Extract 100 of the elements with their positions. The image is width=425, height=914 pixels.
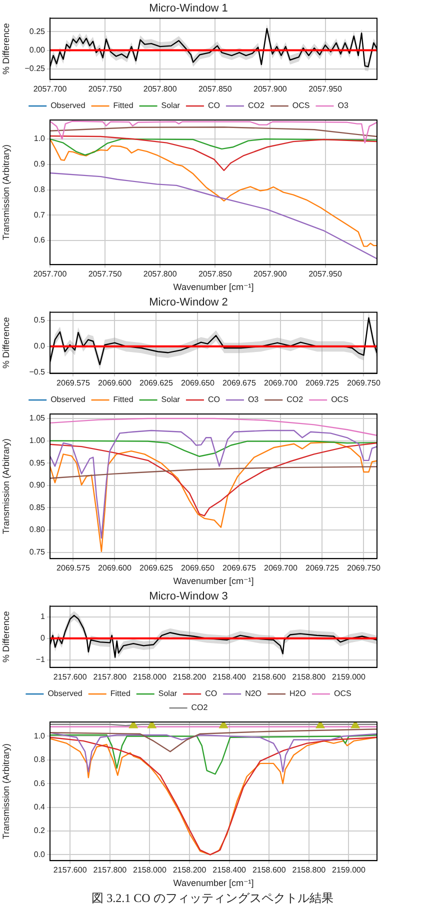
y-tick-label: 0.0	[34, 850, 46, 859]
x-axis-title: Wavenumber [cm⁻¹]	[173, 282, 254, 292]
chart-title: Micro-Window 2	[149, 296, 228, 309]
y-tick-label: 0.00	[29, 45, 46, 54]
x-tick-label: 2069.600	[98, 378, 132, 388]
y-tick-label: 1.05	[29, 414, 46, 423]
y-tick-label: 0.85	[29, 502, 46, 512]
x-tick-label: 2057.950	[308, 84, 342, 94]
legend-label: O3	[248, 395, 260, 404]
x-tick-label: 2069.575	[56, 378, 90, 388]
caption: 図 3.2.1 CO のフィッティングスペクトル結果	[90, 890, 334, 906]
x-tick-label: 2069.600	[98, 564, 132, 573]
x-tick-label: 2157.600	[53, 672, 88, 682]
x-tick-label: 2157.800	[93, 866, 128, 875]
legend-label: Fitted	[113, 101, 134, 110]
legend-label: CO	[208, 395, 220, 404]
y-tick-label: 0.9	[34, 160, 46, 169]
x-tick-label: 2158.400	[212, 672, 247, 682]
y-axis-title: Transmission (Arbitrary)	[0, 743, 11, 840]
y-tick-label: 0.0	[34, 342, 46, 351]
y-tick-label: 0.95	[29, 458, 46, 468]
y-tick-label: −1	[36, 655, 46, 664]
chart-title: Micro-Window 3	[149, 590, 228, 603]
chart-title: Micro-Window 1	[149, 2, 228, 15]
legend-label: Solar	[161, 395, 180, 404]
y-tick-label: 0.8	[34, 755, 46, 764]
y-tick-label: 1	[40, 612, 46, 622]
x-tick-label: 2057.700	[33, 84, 68, 94]
x-tick-label: 2069.675	[222, 564, 256, 573]
y-tick-label: 0.90	[29, 480, 46, 490]
x-tick-label: 2057.900	[254, 270, 288, 279]
x-tick-label: 2069.650	[181, 564, 215, 573]
legend-label: O3	[338, 101, 349, 110]
x-tick-label: 2057.800	[143, 270, 178, 279]
legend-label: Solar	[158, 689, 178, 698]
y-axis-title: % Difference	[0, 23, 11, 74]
y-tick-label: −0.5	[29, 368, 46, 377]
x-tick-label: 2069.625	[140, 378, 174, 388]
y-tick-label: 1.00	[29, 436, 46, 445]
x-tick-label: 2057.950	[308, 270, 342, 279]
x-axis-title: Wavenumber [cm⁻¹]	[173, 576, 254, 586]
x-tick-label: 2158.600	[252, 672, 286, 682]
x-tick-label: 2158.000	[133, 866, 167, 875]
x-tick-label: 2159.000	[332, 866, 366, 875]
y-axis-title: Transmission (Arbitrary)	[0, 144, 11, 240]
x-tick-label: 2069.650	[181, 378, 215, 388]
x-tick-label: 2158.800	[292, 672, 326, 682]
y-tick-label: 0.5	[34, 316, 46, 325]
x-tick-label: 2069.725	[306, 378, 340, 388]
legend-label: CO2	[248, 101, 265, 110]
x-tick-label: 2158.000	[133, 672, 167, 682]
legend-label: OCS	[331, 395, 348, 404]
legend-label: CO2	[191, 703, 208, 712]
x-tick-label: 2057.750	[88, 270, 122, 279]
y-tick-label: −0.25	[24, 64, 46, 74]
x-tick-label: 2157.800	[93, 672, 128, 682]
x-tick-label: 2157.600	[53, 866, 88, 875]
x-tick-label: 2069.700	[264, 378, 298, 388]
y-tick-label: 0.8	[34, 184, 46, 194]
legend-label: CO	[208, 101, 220, 110]
y-tick-label: 0.7	[34, 210, 46, 220]
x-tick-label: 2158.200	[172, 672, 207, 682]
legend-label: Observed	[48, 689, 82, 698]
x-tick-label: 2069.675	[222, 378, 256, 388]
y-tick-label: 1.0	[34, 731, 46, 740]
x-tick-label: 2069.575	[56, 564, 90, 573]
x-tick-label: 2057.850	[198, 84, 232, 94]
y-axis-title: % Difference	[0, 611, 11, 662]
x-tick-label: 2158.600	[252, 866, 286, 875]
x-tick-label: 2069.725	[306, 564, 340, 573]
x-tick-label: 2057.700	[33, 270, 68, 279]
legend-label: Fitted	[110, 689, 130, 698]
legend-label: Fitted	[113, 395, 134, 404]
x-tick-label: 2069.625	[140, 564, 174, 573]
x-tick-label: 2158.400	[212, 866, 247, 875]
y-tick-label: 0	[40, 634, 46, 643]
y-tick-label: 0.4	[34, 802, 46, 812]
x-tick-label: 2057.800	[143, 84, 178, 94]
x-tick-label: 2069.700	[264, 564, 298, 573]
y-tick-label: 0.80	[29, 525, 46, 534]
y-tick-label: 0.2	[34, 826, 46, 836]
legend-label: Observed	[50, 101, 86, 110]
x-tick-label: 2069.750	[347, 564, 381, 573]
y-tick-label: 0.6	[34, 778, 46, 788]
legend-label: OCS	[334, 689, 352, 698]
legend-label: N2O	[245, 689, 262, 698]
y-tick-label: 1.0	[34, 134, 46, 144]
x-tick-label: 2159.000	[332, 672, 366, 682]
y-tick-label: 0.25	[29, 26, 46, 36]
y-axis-title: % Difference	[0, 317, 11, 368]
x-tick-label: 2057.850	[198, 270, 232, 279]
legend-label: CO2	[286, 395, 304, 404]
x-tick-label: 2069.750	[347, 378, 381, 388]
x-tick-label: 2057.750	[88, 84, 122, 94]
legend-label: OCS	[292, 101, 310, 110]
legend-label: H2O	[290, 689, 306, 698]
y-tick-label: 0.75	[29, 548, 46, 557]
legend-label: Solar	[161, 101, 180, 110]
y-tick-label: 0.6	[34, 236, 46, 245]
legend-label: Observed	[50, 395, 86, 404]
